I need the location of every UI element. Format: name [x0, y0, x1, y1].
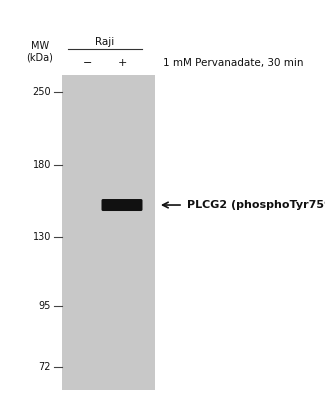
Text: MW
(kDa): MW (kDa) — [27, 41, 53, 63]
Bar — [62, 75, 155, 390]
FancyBboxPatch shape — [101, 199, 142, 211]
Text: Raji: Raji — [95, 37, 115, 47]
Text: 1 mM Pervanadate, 30 min: 1 mM Pervanadate, 30 min — [163, 58, 304, 68]
Text: 130: 130 — [32, 232, 51, 242]
Text: 72: 72 — [38, 362, 51, 372]
Text: PLCG2 (phosphoTyr759): PLCG2 (phosphoTyr759) — [187, 200, 325, 210]
Text: 180: 180 — [32, 160, 51, 170]
Text: +: + — [117, 58, 127, 68]
Text: 95: 95 — [39, 301, 51, 311]
Text: 250: 250 — [32, 87, 51, 97]
Text: −: − — [83, 58, 93, 68]
